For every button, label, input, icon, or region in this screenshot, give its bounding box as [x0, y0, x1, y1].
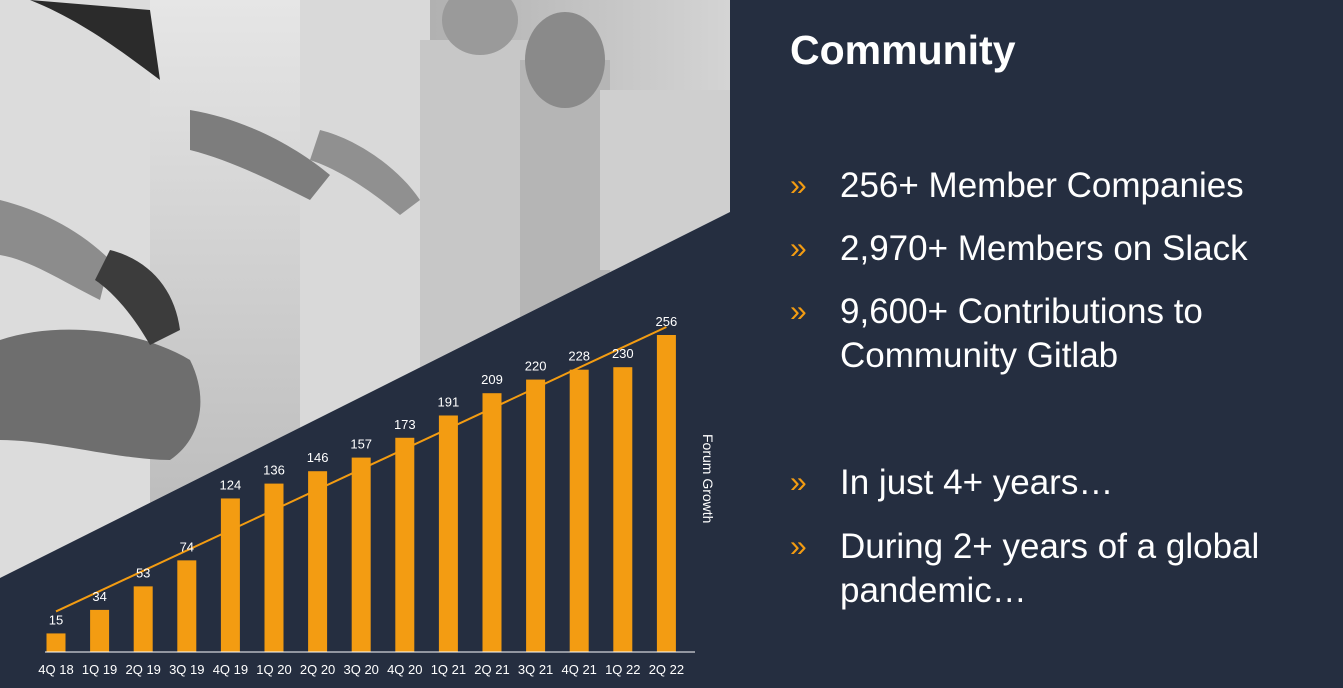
bar-1q-19	[90, 609, 110, 652]
bar-4q-21	[569, 369, 589, 652]
bar-value-label: 230	[612, 346, 634, 361]
bar-4q-19	[220, 498, 240, 652]
x-tick-label: 2Q 19	[125, 662, 160, 677]
trendline	[55, 326, 667, 613]
x-tick-label: 4Q 18	[38, 662, 73, 677]
x-tick-label: 1Q 19	[82, 662, 117, 677]
chevron-bullet-icon: »	[790, 530, 807, 563]
bar-value-label: 256	[656, 314, 678, 329]
page-title: Community	[790, 27, 1016, 73]
bar-value-label: 53	[136, 565, 150, 580]
bullet-item: » 256+ Member Companies	[790, 164, 1330, 208]
bar-value-labels: 15 34 53 74 124 136 146 157 173 191 209 220 228 230 25…	[49, 314, 677, 627]
x-tick-label: 2Q 22	[649, 662, 684, 677]
bullet-text: During 2+ years of a global pandemic…	[840, 527, 1260, 610]
x-tick-label: 4Q 21	[561, 662, 596, 677]
bar-value-label: 124	[220, 477, 242, 492]
bar-3q-20	[351, 457, 371, 652]
content-panel: Community » 256+ Member Companies » 2,97…	[730, 0, 1343, 688]
x-tick-labels: 4Q 18 1Q 19 2Q 19 3Q 19 4Q 19 1Q 20 2Q 20 3Q 20…	[38, 662, 684, 677]
bar-1q-20	[264, 483, 284, 652]
x-tick-label: 1Q 21	[431, 662, 466, 677]
bar-3q-19	[177, 560, 197, 652]
x-tick-label: 2Q 21	[474, 662, 509, 677]
x-tick-label: 3Q 20	[343, 662, 378, 677]
bar-2q-21	[482, 393, 502, 652]
people-linking-arms-photo	[0, 0, 730, 688]
bar-value-label: 191	[438, 394, 460, 409]
bar-value-label: 173	[394, 417, 416, 432]
x-tick-label: 1Q 20	[256, 662, 291, 677]
x-tick-label: 1Q 22	[605, 662, 640, 677]
bar-1q-22	[613, 367, 633, 652]
x-tick-label: 4Q 20	[387, 662, 422, 677]
bullet-item: » 2,970+ Members on Slack	[790, 227, 1330, 271]
bar-value-label: 74	[180, 539, 194, 554]
bar-2q-19	[133, 586, 153, 652]
chevron-bullet-icon: »	[790, 232, 807, 265]
y-axis-title: Forum Growth	[700, 434, 716, 523]
bullet-text: 9,600+ Contributions to Community Gitlab	[840, 292, 1203, 375]
bar-3q-21	[526, 379, 546, 652]
bar-value-label: 146	[307, 450, 329, 465]
bar-value-label: 209	[481, 372, 503, 387]
bar-value-label: 228	[568, 349, 590, 364]
bar-value-label: 220	[525, 359, 547, 374]
bullet-text: 256+ Member Companies	[840, 166, 1244, 205]
bars-group	[46, 335, 676, 652]
bar-2q-22	[656, 335, 676, 652]
chevron-bullet-icon: »	[790, 169, 807, 202]
bar-value-label: 34	[92, 589, 106, 604]
forum-growth-chart: 15 34 53 74 124 136 146 157 173 191 209 220 228 230 25…	[38, 314, 716, 677]
bullet-item: » During 2+ years of a global pandemic…	[790, 525, 1310, 613]
bullet-item: » In just 4+ years…	[790, 461, 1330, 505]
bar-value-label: 15	[49, 612, 63, 627]
chevron-bullet-icon: »	[790, 466, 807, 499]
bar-1q-21	[438, 415, 458, 652]
bar-value-label: 136	[263, 463, 285, 478]
x-tick-label: 2Q 20	[300, 662, 335, 677]
bar-2q-20	[308, 471, 328, 652]
bar-4q-20	[395, 437, 415, 652]
bullet-text: 2,970+ Members on Slack	[840, 229, 1248, 268]
bullet-item: » 9,600+ Contributions to Community Gitl…	[790, 290, 1290, 378]
bar-value-label: 157	[350, 437, 372, 452]
x-tick-label: 4Q 19	[213, 662, 248, 677]
chevron-bullet-icon: »	[790, 295, 807, 328]
bullet-text: In just 4+ years…	[840, 463, 1114, 502]
bar-4q-18	[46, 633, 66, 652]
x-tick-label: 3Q 19	[169, 662, 204, 677]
x-tick-label: 3Q 21	[518, 662, 553, 677]
